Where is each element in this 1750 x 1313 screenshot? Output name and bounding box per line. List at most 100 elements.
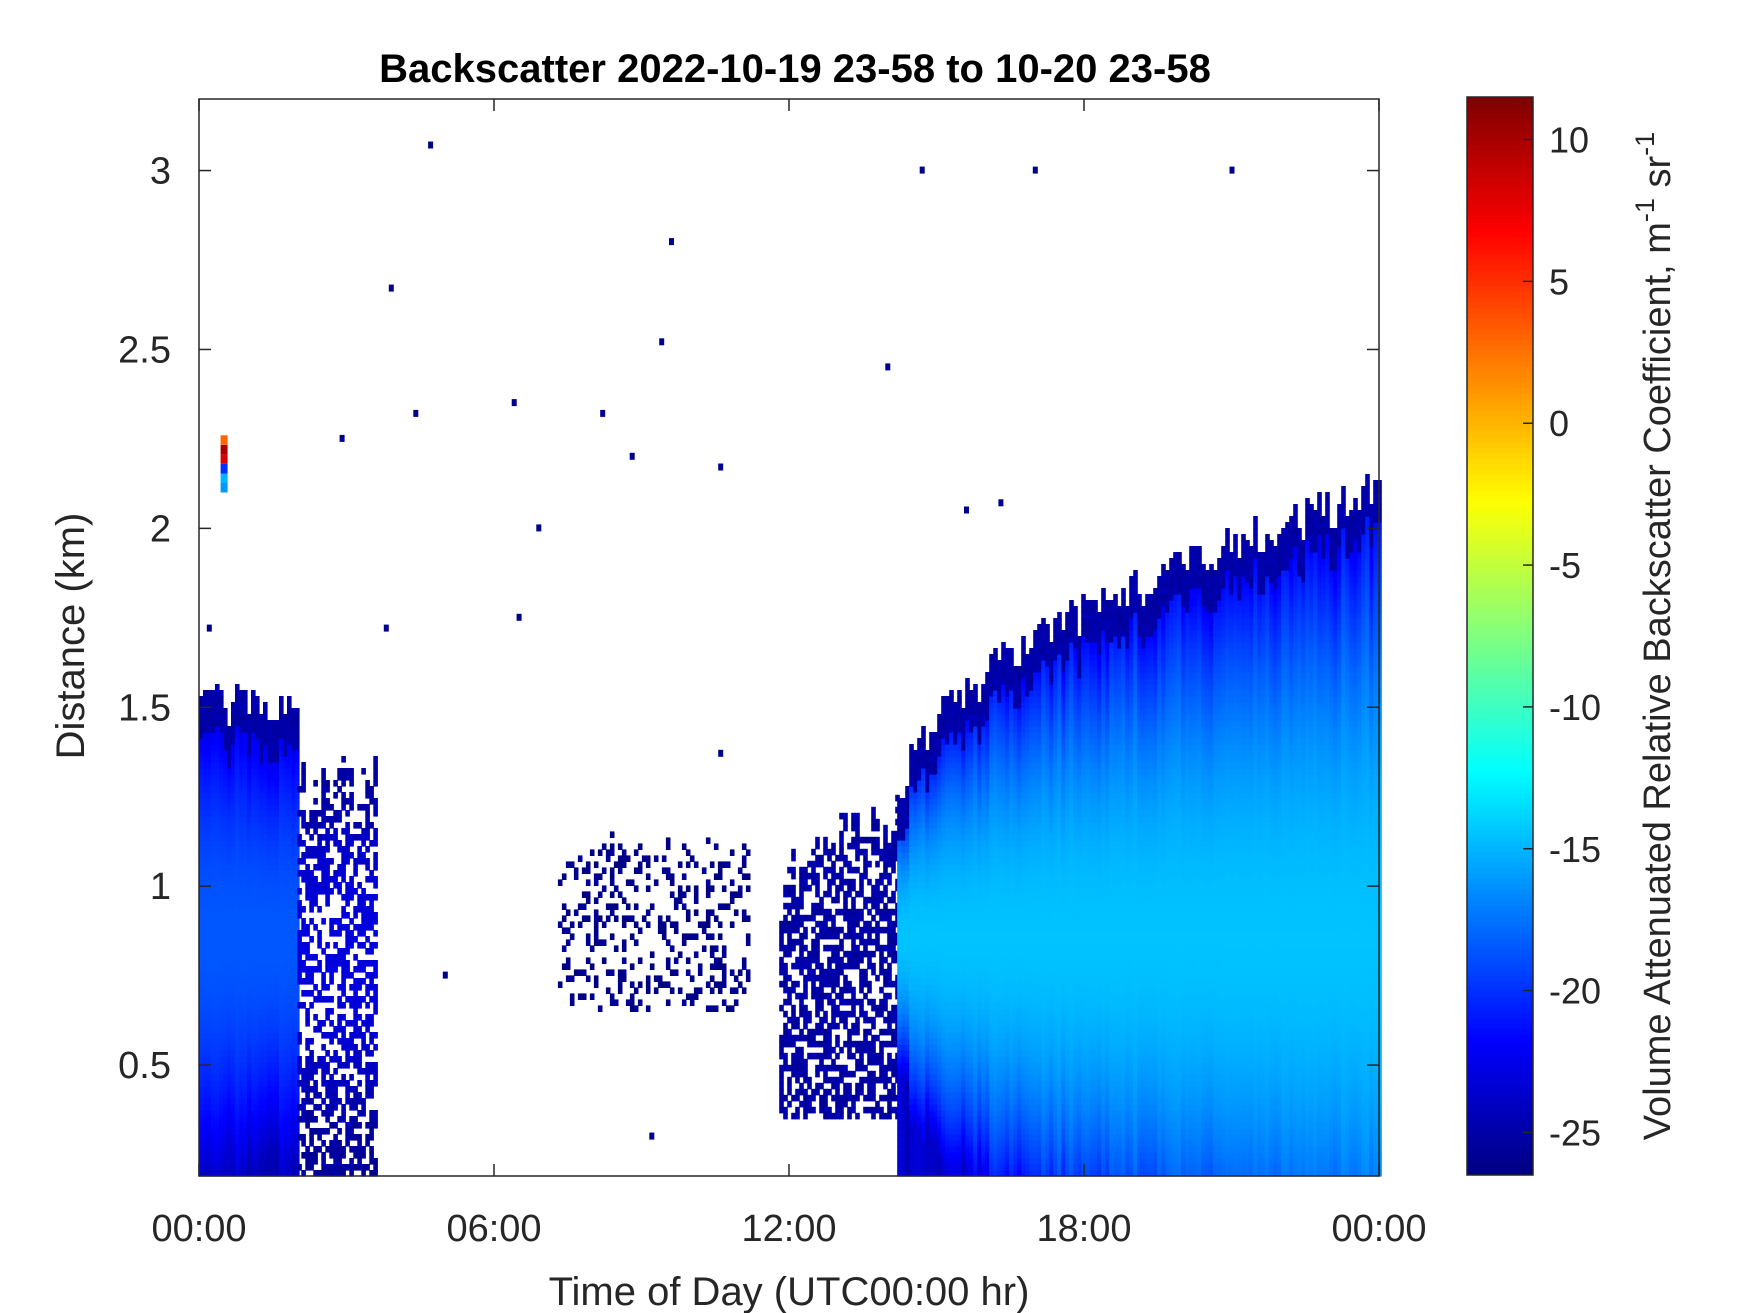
- heatmap-cell: [279, 756, 284, 763]
- heatmap-cell: [909, 780, 914, 787]
- heatmap-cell: [239, 942, 244, 949]
- heatmap-cell: [215, 984, 220, 991]
- heatmap-cell: [313, 894, 318, 901]
- heatmap-cell: [227, 1080, 232, 1087]
- heatmap-cell: [215, 822, 220, 829]
- heatmap-cell: [295, 756, 300, 763]
- heatmap-cell: [843, 818, 848, 826]
- heatmap-cell: [811, 878, 816, 886]
- heatmap-cell: [831, 914, 836, 922]
- heatmap-cell: [301, 1170, 306, 1177]
- heatmap-cell: [279, 792, 284, 799]
- heatmap-cell: [365, 828, 370, 835]
- heatmap-cell: [287, 786, 292, 793]
- heatmap-cell: [239, 894, 244, 901]
- heatmap-cell: [239, 732, 244, 739]
- heatmap-cell: [835, 962, 840, 970]
- heatmap-cell: [231, 852, 236, 859]
- heatmap-cell: [295, 720, 300, 727]
- heatmap-cell: [279, 1014, 284, 1021]
- heatmap-cell: [835, 944, 840, 952]
- heatmap-cell: [215, 864, 220, 871]
- heatmap-cell: [937, 1050, 942, 1057]
- heatmap-cell: [231, 1026, 236, 1033]
- heatmap-cell: [337, 1170, 342, 1177]
- heatmap-cell: [871, 896, 876, 904]
- heatmap-cell: [891, 866, 896, 874]
- heatmap-cell: [199, 1116, 204, 1123]
- heatmap-cell: [305, 888, 310, 895]
- heatmap-cell: [933, 798, 938, 805]
- heatmap-cell: [235, 1032, 240, 1039]
- heatmap-cell: [791, 1004, 796, 1012]
- heatmap-cell: [243, 1026, 248, 1033]
- heatmap-cell: [917, 810, 922, 817]
- heatmap-cell: [243, 930, 248, 937]
- heatmap-cell: [235, 882, 240, 889]
- heatmap-cell: [685, 915, 691, 922]
- heatmap-cell: [301, 768, 306, 775]
- heatmap-cell: [271, 996, 276, 1003]
- heatmap-cell: [211, 738, 216, 745]
- heatmap-cell: [925, 810, 930, 817]
- heatmap-cell: [807, 884, 812, 892]
- heatmap-cell: [353, 870, 358, 877]
- heatmap-cell: [949, 828, 954, 835]
- heatmap-cell: [921, 1086, 926, 1093]
- heatmap-cell: [945, 858, 950, 865]
- heatmap-cell: [271, 984, 276, 991]
- heatmap-cell: [887, 932, 892, 940]
- heatmap-cell: [211, 972, 216, 979]
- heatmap-cell: [263, 858, 268, 865]
- heatmap-cell: [305, 1014, 310, 1021]
- heatmap-cell: [223, 900, 228, 907]
- heatmap-cell: [897, 1002, 902, 1009]
- heatmap-cell: [283, 942, 288, 949]
- heatmap-cell: [901, 924, 906, 931]
- heatmap-cell: [227, 1062, 232, 1069]
- heatmap-cell: [301, 1098, 306, 1105]
- heatmap-cell: [721, 945, 727, 952]
- heatmap-cell: [219, 1056, 224, 1063]
- heatmap-cell: [231, 1068, 236, 1075]
- heatmap-cell: [937, 828, 942, 835]
- heatmap-cell: [815, 878, 820, 886]
- heatmap-cell: [953, 1146, 958, 1153]
- heatmap-cell: [783, 884, 788, 892]
- heatmap-cell: [897, 846, 902, 853]
- heatmap-cell: [787, 950, 792, 958]
- heatmap-cell: [373, 1032, 378, 1039]
- heatmap-cell: [309, 1164, 314, 1171]
- heatmap-cell: [255, 960, 260, 967]
- heatmap-cell: [929, 930, 934, 937]
- heatmap-cell: [921, 870, 926, 877]
- heatmap-cell: [941, 930, 946, 937]
- heatmap-cell: [321, 1128, 326, 1135]
- heatmap-cell: [267, 762, 272, 769]
- heatmap-cell: [263, 804, 268, 811]
- heatmap-cell: [231, 1110, 236, 1117]
- heatmap-cell: [263, 1080, 268, 1087]
- heatmap-cell: [207, 726, 212, 733]
- heatmap-cell: [235, 738, 240, 745]
- heatmap-cell: [365, 876, 370, 883]
- heatmap-cell: [901, 936, 906, 943]
- heatmap-cell: [609, 891, 615, 898]
- heatmap-cell: [685, 909, 691, 916]
- heatmap-cell: [283, 864, 288, 871]
- heatmap-cell: [223, 738, 228, 745]
- heatmap-cell: [275, 792, 280, 799]
- heatmap-cell: [223, 1128, 228, 1135]
- heatmap-cell: [795, 902, 800, 910]
- heatmap-cell: [283, 1038, 288, 1045]
- heatmap-cell: [283, 984, 288, 991]
- heatmap-cell: [807, 1040, 812, 1048]
- heatmap-cell: [937, 714, 942, 721]
- heatmap-cell: [223, 732, 228, 739]
- heatmap-cell: [239, 1074, 244, 1081]
- heatmap-cell: [799, 1058, 804, 1066]
- heatmap-cell: [617, 855, 623, 862]
- heatmap-cell: [349, 780, 354, 787]
- heatmap-cell: [831, 1082, 836, 1090]
- heatmap-cell: [271, 1122, 276, 1129]
